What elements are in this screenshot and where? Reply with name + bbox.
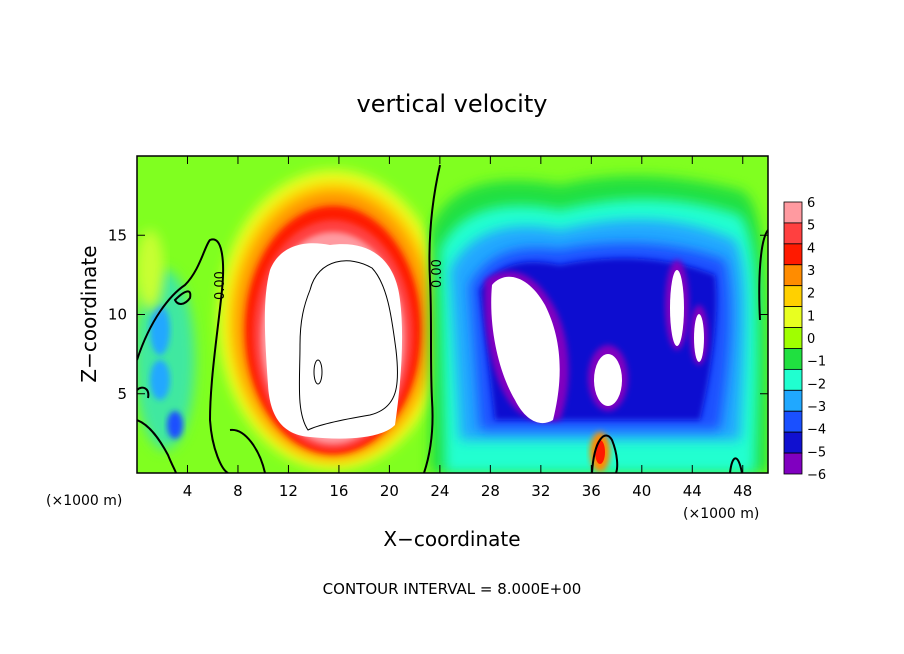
colorbar-swatch xyxy=(783,222,803,245)
colorbar-swatch xyxy=(783,431,803,454)
x-tick-label: 4 xyxy=(183,482,193,500)
colorbar: 6 5 4 3 2 1 0 −1 −2 −3 −4 −5 −6 xyxy=(783,196,826,483)
x-tick-label: 32 xyxy=(531,482,550,500)
x-tick-label: 40 xyxy=(632,482,651,500)
x-tick-label: 44 xyxy=(683,482,702,500)
x-tick-label: 16 xyxy=(329,482,348,500)
colorbar-label: −3 xyxy=(807,400,826,415)
x-tick-label: 12 xyxy=(279,482,298,500)
x-tick-label: 36 xyxy=(582,482,601,500)
x-unit-left: (×1000 m) xyxy=(46,493,122,509)
x-tick-label: 24 xyxy=(430,482,449,500)
x-unit-right: (×1000 m) xyxy=(683,506,759,522)
colorbar-swatch xyxy=(783,285,803,308)
colorbar-label: −2 xyxy=(807,377,826,392)
colorbar-swatch xyxy=(783,452,803,475)
x-tick-label: 28 xyxy=(481,482,500,500)
colorbar-label: −1 xyxy=(807,355,826,370)
colorbar-label: −5 xyxy=(807,445,826,460)
colorbar-label: 3 xyxy=(807,264,815,279)
downdraft-region xyxy=(430,175,768,473)
colorbar-label: 2 xyxy=(807,287,815,302)
colorbar-swatch xyxy=(783,201,803,224)
colorbar-label: −4 xyxy=(807,423,826,438)
x-axis-label: X−coordinate xyxy=(383,527,520,551)
colorbar-swatch xyxy=(783,306,803,328)
colorbar-label: −6 xyxy=(807,468,826,483)
y-tick-label: 5 xyxy=(117,385,127,403)
y-tick-label: 10 xyxy=(108,306,127,324)
x-tick-label: 48 xyxy=(733,482,752,500)
x-tick-label: 8 xyxy=(233,482,243,500)
colorbar-label: 0 xyxy=(807,332,815,347)
colorbar-label: 4 xyxy=(807,241,815,256)
colorbar-label: 6 xyxy=(807,196,815,211)
colorbar-swatch xyxy=(783,389,803,412)
colorbar-swatch xyxy=(783,243,803,266)
y-axis-label: Z−coordinate xyxy=(77,245,101,382)
contour-interval-note: CONTOUR INTERVAL = 8.000E+00 xyxy=(323,580,582,598)
updraft-core xyxy=(218,170,448,470)
colorbar-swatch xyxy=(783,410,803,433)
colorbar-label: 1 xyxy=(807,309,815,324)
colorbar-swatch xyxy=(783,348,803,370)
x-axis: 4 8 12 16 20 24 28 32 36 40 44 48 xyxy=(183,156,752,500)
zero-contours xyxy=(137,164,768,473)
y-tick-label: 15 xyxy=(108,226,127,244)
contour-label: 0.00 xyxy=(213,271,228,300)
colorbar-swatch xyxy=(783,327,803,349)
colorbar-swatch xyxy=(783,368,803,391)
y-axis: 5 10 15 xyxy=(108,226,768,403)
colorbar-label: 5 xyxy=(807,219,815,234)
contour-label: 0.00 xyxy=(430,259,445,288)
colorbar-swatch xyxy=(783,264,803,287)
velocity-field: 0.00 0.00 xyxy=(137,156,768,473)
x-tick-label: 20 xyxy=(380,482,399,500)
chart-title: vertical velocity xyxy=(357,90,548,118)
